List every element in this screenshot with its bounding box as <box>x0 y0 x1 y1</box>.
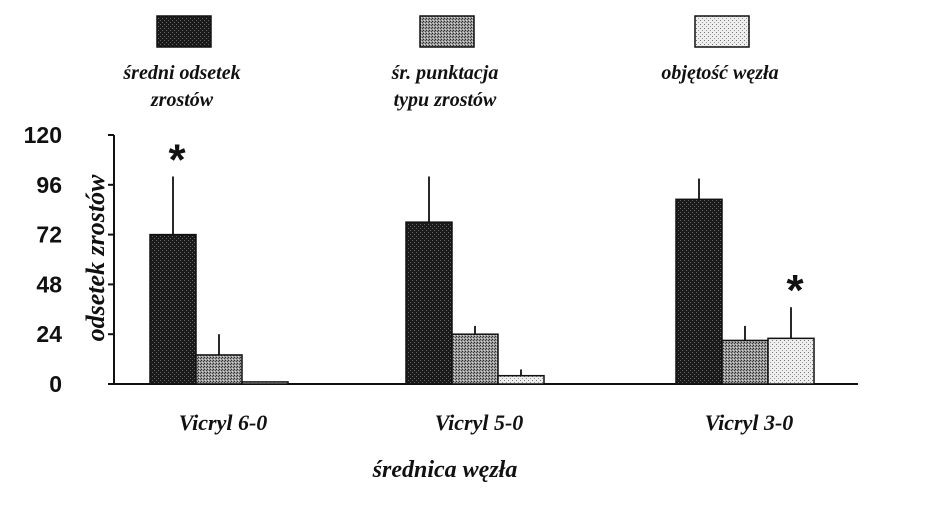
legend-swatch <box>156 15 212 48</box>
legend-label: średni odsetek <box>122 62 240 84</box>
legend-swatch <box>694 15 750 48</box>
legend-label: zrostów <box>150 89 214 111</box>
legend: średni odsetek zrostów śr. punktacja typu z… <box>122 15 779 111</box>
x-tick-label: Vicryl 5-0 <box>435 410 524 435</box>
legend-swatch <box>419 15 475 48</box>
bar <box>721 339 769 385</box>
axes: 0 24 48 72 96 120 odsetek zrostów Vicryl 6-0 Vic… <box>24 122 858 483</box>
legend-label: typu zrostów <box>394 89 497 111</box>
y-tick-label: 96 <box>36 172 62 198</box>
significance-asterisk: * <box>786 266 804 315</box>
y-tick-label: 24 <box>36 321 62 347</box>
x-tick-label: Vicryl 3-0 <box>705 410 794 435</box>
bar <box>451 333 499 385</box>
bar <box>241 381 289 385</box>
bar <box>405 221 453 385</box>
y-tick-label: 120 <box>24 122 62 148</box>
y-axis-label: odsetek zrostów <box>81 174 110 342</box>
bars <box>149 176 815 385</box>
legend-label: śr. punktacja <box>391 62 499 84</box>
bar <box>149 233 197 385</box>
bar <box>675 198 723 385</box>
bar <box>195 354 243 385</box>
significance-asterisk: * <box>168 136 186 185</box>
y-tick-label: 72 <box>36 222 62 248</box>
significance-marks: ** <box>168 136 804 316</box>
bar <box>497 374 545 385</box>
x-tick-label: Vicryl 6-0 <box>179 410 268 435</box>
legend-label: objętość węzła <box>661 62 778 84</box>
y-tick-label: 0 <box>49 371 62 397</box>
bar <box>767 337 815 385</box>
y-tick-label: 48 <box>36 271 62 297</box>
x-axis-label: średnica węzła <box>372 457 518 483</box>
